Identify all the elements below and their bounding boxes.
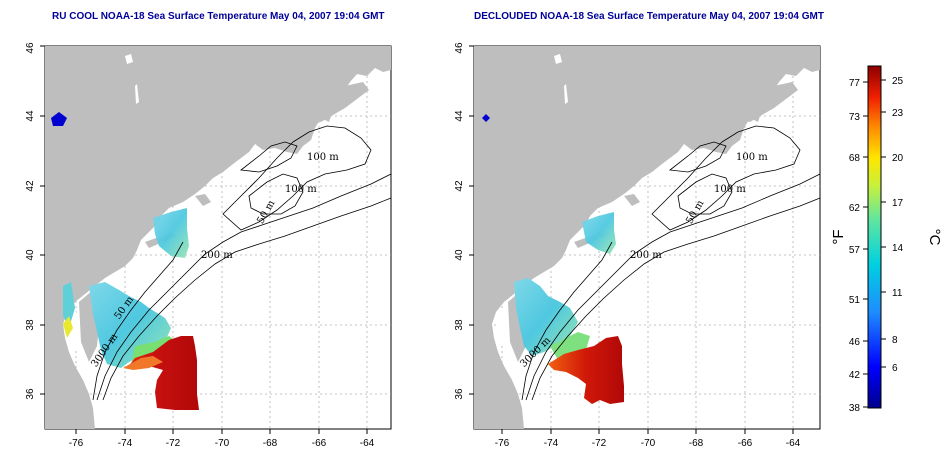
right-x-tick-68: -68 xyxy=(689,438,704,449)
left-land-mass xyxy=(45,46,391,429)
left-contour-label-100m-a: 100 m xyxy=(307,152,339,163)
left-sst-patch-yellow-fringe xyxy=(63,316,73,338)
right-x-tick-66: -66 xyxy=(738,438,753,449)
right-x-tick-76: -76 xyxy=(495,438,510,449)
right-y-tick-36: 36 xyxy=(454,388,465,400)
colorbar-c-tick-8: 8 xyxy=(892,335,898,346)
colorbar: 38 42 46 51 57 62 68 73 77 6 8 11 14 17 … xyxy=(830,65,943,414)
left-x-tick-68: -68 xyxy=(263,438,278,449)
colorbar-fahrenheit-label: °F xyxy=(830,229,847,244)
right-chesapeake-bay xyxy=(498,308,508,350)
colorbar-c-tick-20: 20 xyxy=(892,153,904,164)
colorbar-f-tick-68: 68 xyxy=(849,153,861,164)
colorbar-c-tick-11: 11 xyxy=(892,288,903,299)
colorbar-f-tick-77: 77 xyxy=(849,78,861,89)
right-x-tick-74: -74 xyxy=(544,438,559,449)
colorbar-f-tick-42: 42 xyxy=(849,370,861,381)
right-sst-gulf-stream xyxy=(548,336,624,404)
right-map-panel: 100 m 100 m 50 m 200 m 3000 m xyxy=(473,45,821,430)
right-contour-label-100m-a: 100 m xyxy=(736,152,768,163)
left-x-tick-70: -70 xyxy=(215,438,230,449)
left-x-tick-72: -72 xyxy=(166,438,181,449)
left-sst-gulf-orange-edge xyxy=(123,356,163,370)
right-cape-cod xyxy=(624,194,640,206)
left-x-tick-76: -76 xyxy=(69,438,84,449)
right-panel-title: DECLOUDED NOAA-18 Sea Surface Temperatur… xyxy=(474,11,824,22)
left-x-tick-66: -66 xyxy=(312,438,327,449)
left-y-tick-46: 46 xyxy=(25,42,36,54)
right-nova-scotia xyxy=(736,82,798,122)
right-y-tick-44: 44 xyxy=(454,110,465,122)
colorbar-c-tick-14: 14 xyxy=(892,243,904,254)
left-sst-patch-nearshore xyxy=(63,282,75,328)
right-contour-label-200m: 200 m xyxy=(630,250,662,261)
right-bathymetry-contours xyxy=(521,125,821,401)
right-y-tick-38: 38 xyxy=(454,319,465,331)
right-y-tick-40: 40 xyxy=(454,249,465,261)
left-y-tick-38: 38 xyxy=(25,319,36,331)
right-x-axis: -76 -74 -72 -70 -68 -66 -64 xyxy=(495,429,801,449)
colorbar-f-tick-38: 38 xyxy=(849,403,861,414)
left-bathymetry-contours xyxy=(92,125,392,401)
left-contour-label-100m-b: 100 m xyxy=(285,184,317,195)
left-panel-title: RU COOL NOAA-18 Sea Surface Temperature … xyxy=(52,11,385,22)
left-map-panel: 100 m 100 m 50 m 200 m 50 m 3000 m xyxy=(44,45,392,430)
right-x-tick-70: -70 xyxy=(641,438,656,449)
colorbar-c-tick-25: 25 xyxy=(892,76,904,87)
left-cape-cod xyxy=(195,194,211,206)
left-x-tick-64: -64 xyxy=(360,438,375,449)
left-y-tick-44: 44 xyxy=(25,110,36,122)
colorbar-gradient xyxy=(867,65,882,409)
colorbar-c-tick-23: 23 xyxy=(892,108,904,119)
left-nova-scotia xyxy=(307,82,369,122)
right-sst-blue-spot xyxy=(482,114,490,122)
colorbar-c-tick-17: 17 xyxy=(892,198,904,209)
left-x-tick-74: -74 xyxy=(118,438,133,449)
left-y-tick-36: 36 xyxy=(25,388,36,400)
right-x-tick-64: -64 xyxy=(786,438,801,449)
left-y-tick-42: 42 xyxy=(25,180,36,192)
left-inland-lakes xyxy=(125,54,139,104)
right-land-mass xyxy=(474,46,820,429)
right-y-axis: 36 38 40 42 44 46 xyxy=(454,42,474,400)
right-inland-lakes xyxy=(554,54,568,104)
left-sst-gulf-stream xyxy=(127,336,199,410)
colorbar-f-tick-46: 46 xyxy=(849,337,861,348)
left-x-axis: -76 -74 -72 -70 -68 -66 -64 xyxy=(69,429,375,449)
colorbar-f-tick-62: 62 xyxy=(849,203,861,214)
right-y-tick-46: 46 xyxy=(454,42,465,54)
right-contour-label-100m-b: 100 m xyxy=(714,184,746,195)
left-contour-label-200m: 200 m xyxy=(201,250,233,261)
colorbar-f-tick-51: 51 xyxy=(849,295,861,306)
right-x-tick-72: -72 xyxy=(592,438,607,449)
colorbar-f-tick-73: 73 xyxy=(849,112,861,123)
colorbar-c-tick-6: 6 xyxy=(892,363,898,374)
left-y-tick-40: 40 xyxy=(25,249,36,261)
right-y-tick-42: 42 xyxy=(454,180,465,192)
left-y-axis: 36 38 40 42 44 46 xyxy=(25,42,45,400)
right-sst-patch-shelf xyxy=(514,278,578,356)
colorbar-f-tick-57: 57 xyxy=(849,245,861,256)
right-sst-patch-north xyxy=(582,212,616,254)
left-sst-blue-spot xyxy=(51,112,67,126)
left-sst-patch-north xyxy=(153,208,189,258)
colorbar-celsius-label: °C xyxy=(926,229,943,246)
